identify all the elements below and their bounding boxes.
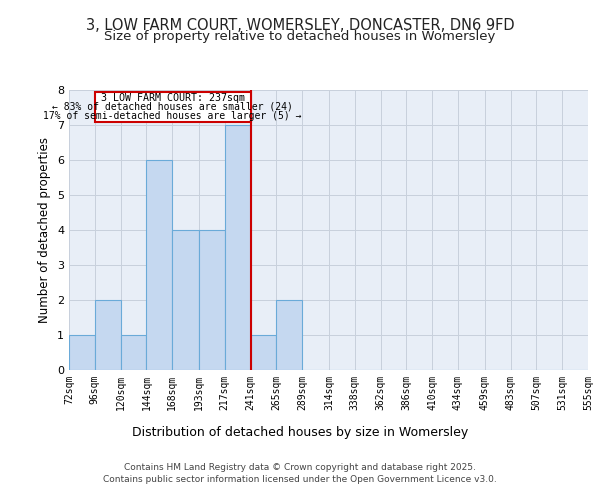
Text: 3, LOW FARM COURT, WOMERSLEY, DONCASTER, DN6 9FD: 3, LOW FARM COURT, WOMERSLEY, DONCASTER,… [86, 18, 514, 32]
Text: 17% of semi-detached houses are larger (5) →: 17% of semi-detached houses are larger (… [43, 110, 302, 120]
Bar [146, 160, 172, 370]
Text: Size of property relative to detached houses in Womersley: Size of property relative to detached ho… [104, 30, 496, 43]
Text: Contains public sector information licensed under the Open Government Licence v3: Contains public sector information licen… [103, 474, 497, 484]
FancyBboxPatch shape [95, 92, 251, 122]
Text: 3 LOW FARM COURT: 237sqm: 3 LOW FARM COURT: 237sqm [101, 94, 245, 104]
Bar [121, 335, 146, 370]
Bar [199, 230, 225, 370]
Bar [251, 335, 277, 370]
Bar [225, 125, 251, 370]
Text: ← 83% of detached houses are smaller (24): ← 83% of detached houses are smaller (24… [52, 102, 293, 112]
Bar [277, 300, 302, 370]
Text: Distribution of detached houses by size in Womersley: Distribution of detached houses by size … [132, 426, 468, 439]
Bar [172, 230, 199, 370]
Text: Contains HM Land Registry data © Crown copyright and database right 2025.: Contains HM Land Registry data © Crown c… [124, 463, 476, 472]
Bar [69, 335, 95, 370]
Bar [95, 300, 121, 370]
Y-axis label: Number of detached properties: Number of detached properties [38, 137, 52, 323]
